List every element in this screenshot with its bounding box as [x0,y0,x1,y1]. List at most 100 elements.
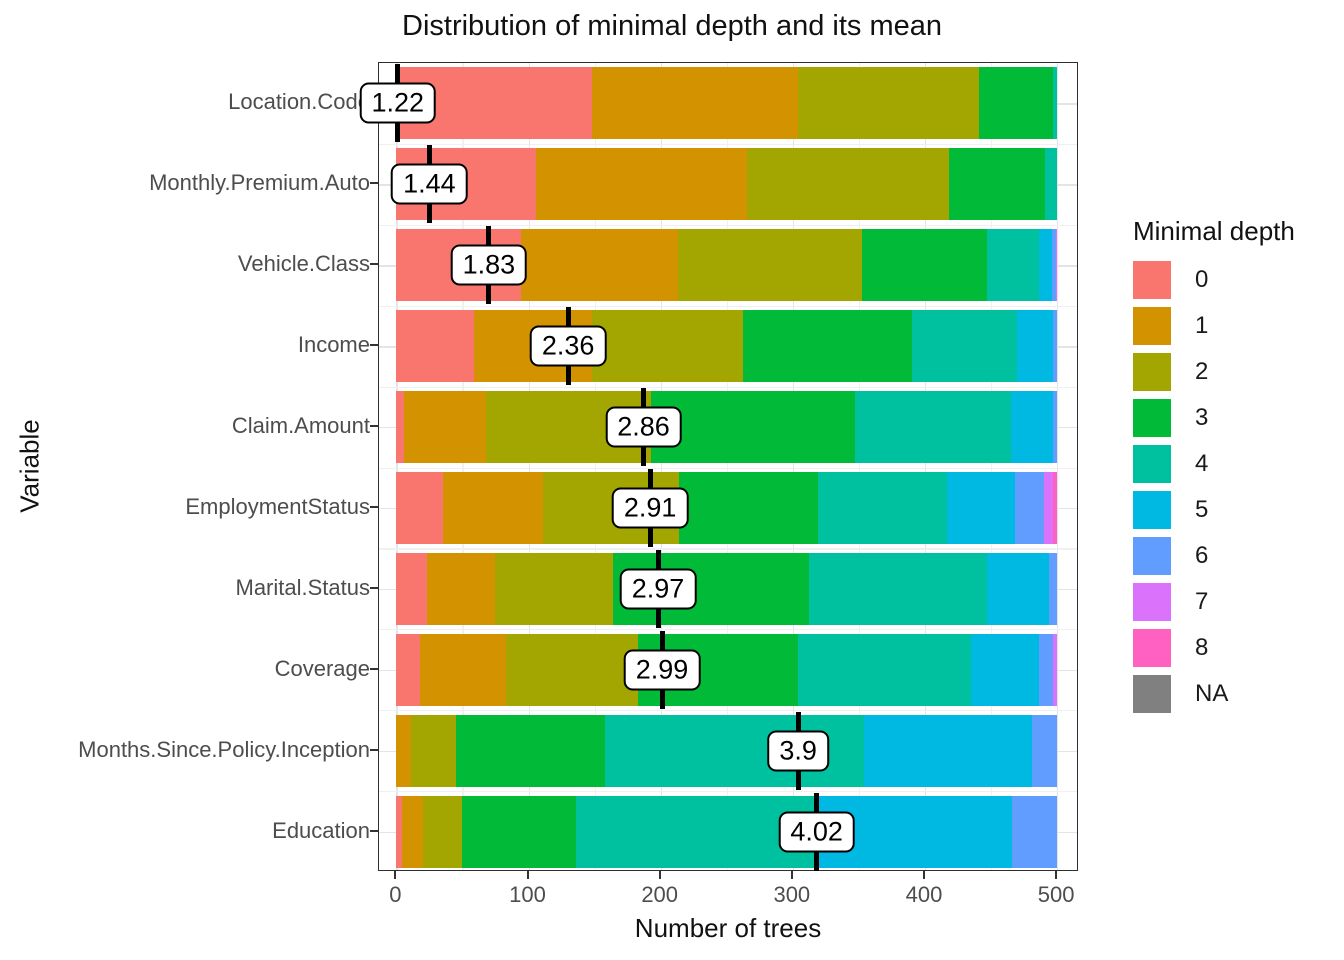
legend-label: 0 [1195,266,1209,293]
bar-segment-depth-6 [1053,391,1058,464]
y-tick-label: Months.Since.Policy.Inception [78,736,370,762]
legend-entry-0: 0 [1133,261,1295,299]
x-axis-title: Number of trees [634,913,822,943]
bar-segment-depth-2 [495,552,614,625]
legend-entry-7: 7 [1133,583,1295,621]
bar-segment-depth-3 [861,229,988,302]
gridline-minor-h [379,710,1077,712]
plot-panel: 1.22 1.44 1.83 2.36 2.86 2.91 2.97 2.99 3.9 4.02 [359,62,1078,871]
chart-title: Distribution of minimal depth and its me… [402,10,942,42]
bar-segment-depth-6 [1038,633,1054,706]
legend-label: NA [1195,680,1229,707]
legend: Minimal depth 0 1 2 3 4 5 6 7 8 NA [1133,216,1295,721]
bar-segment-depth-3 [979,67,1054,140]
gridline-major-v [528,63,530,870]
x-tick-mark [1055,871,1058,879]
bar-Location.Code [396,67,1058,140]
bar-segment-depth-2 [591,310,743,383]
gridline-minor-v [594,63,596,870]
bar-segment-depth-4 [576,795,814,868]
mean-depth-label: 3.9 [767,730,829,772]
legend-swatch-6 [1133,537,1171,575]
legend-swatch-4 [1133,445,1171,483]
bar-segment-depth-0 [396,471,443,544]
bar-segment-depth-7 [1055,229,1058,302]
legend-label: 2 [1195,358,1209,385]
bar-Education [396,795,1058,868]
bar-segment-depth-1 [591,67,799,140]
gridline-minor-h [379,467,1077,469]
y-tick-mark [370,344,378,347]
bar-segment-depth-4 [1053,67,1058,140]
bar-segment-depth-5 [987,552,1050,625]
y-tick-label: Income [297,332,370,358]
y-tick-label: Coverage [274,655,370,681]
bar-segment-depth-5 [1010,391,1054,464]
bar-Claim.Amount [396,391,1058,464]
bar-segment-depth-2 [798,67,980,140]
bar-Monthly.Premium.Auto [396,148,1058,221]
y-tick-label: Claim.Amount [231,413,370,439]
legend-entry-4: 4 [1133,445,1295,483]
mean-depth-label: 1.83 [450,244,528,286]
y-tick-mark [370,263,378,266]
legend-label: 4 [1195,450,1209,477]
bar-segment-depth-0 [396,633,421,706]
y-tick-mark [370,829,378,832]
bar-segment-depth-4 [1045,148,1058,221]
gridline-minor-h [379,224,1077,226]
bar-segment-depth-5 [1038,229,1052,302]
bar-segment-depth-2 [422,795,463,868]
gridline-minor-v [858,63,861,870]
x-tick-label: 500 [1037,882,1075,907]
bar-segment-depth-8 [1053,471,1057,544]
bar-Months.Since.Policy.Inception [396,714,1058,787]
bar-Coverage [396,633,1058,706]
bar-segment-depth-0 [396,552,427,625]
x-tick-mark [526,871,529,879]
legend-swatch-2 [1133,353,1171,391]
x-tick-mark [790,871,793,879]
legend-entry-6: 6 [1133,537,1295,575]
bar-segment-depth-5 [864,714,1032,787]
legend-entry-8: 8 [1133,629,1295,667]
y-tick-label: Location.Code [228,89,370,115]
mean-depth-label: 2.99 [623,649,701,691]
bar-segment-depth-0 [396,310,475,383]
bar-segment-depth-2 [746,148,949,221]
y-axis-title: Variable [14,419,45,513]
bar-segment-depth-4 [854,391,1011,464]
bar-segment-depth-1 [426,552,496,625]
y-tick-mark [370,586,378,589]
gridline-minor-h [379,386,1077,388]
legend-label: 8 [1195,634,1209,661]
y-tick-label: Vehicle.Class [237,251,370,277]
bar-segment-depth-1 [420,633,507,706]
bar-segment-depth-1 [520,229,678,302]
bar-segment-depth-3 [455,714,606,787]
bar-segment-depth-2 [410,714,456,787]
x-tick-label: 200 [641,882,679,907]
mean-depth-label: 2.91 [611,487,689,529]
bar-segment-depth-0 [396,795,402,868]
y-tick-label: Marital.Status [235,574,371,600]
legend-label: 1 [1195,312,1209,339]
y-tick-mark [370,667,378,670]
legend-label: 7 [1195,588,1209,615]
legend-swatch-7 [1133,583,1171,621]
bar-Marital.Status [396,552,1058,625]
bar-segment-depth-6 [1014,471,1044,544]
gridline-minor-h [379,305,1077,307]
gridline-major-v [924,63,927,870]
gridline-major-v [1057,63,1059,870]
bar-segment-depth-1 [396,714,411,787]
mean-depth-label: 1.22 [359,82,436,124]
legend-swatch-1 [1133,307,1171,345]
bar-segment-depth-4 [808,552,988,625]
bar-segment-depth-0 [396,391,405,464]
mean-depth-label: 2.97 [619,568,697,610]
bar-segment-depth-5 [1017,310,1054,383]
mean-depth-label: 2.36 [529,325,607,367]
bar-segment-depth-1 [401,795,423,868]
